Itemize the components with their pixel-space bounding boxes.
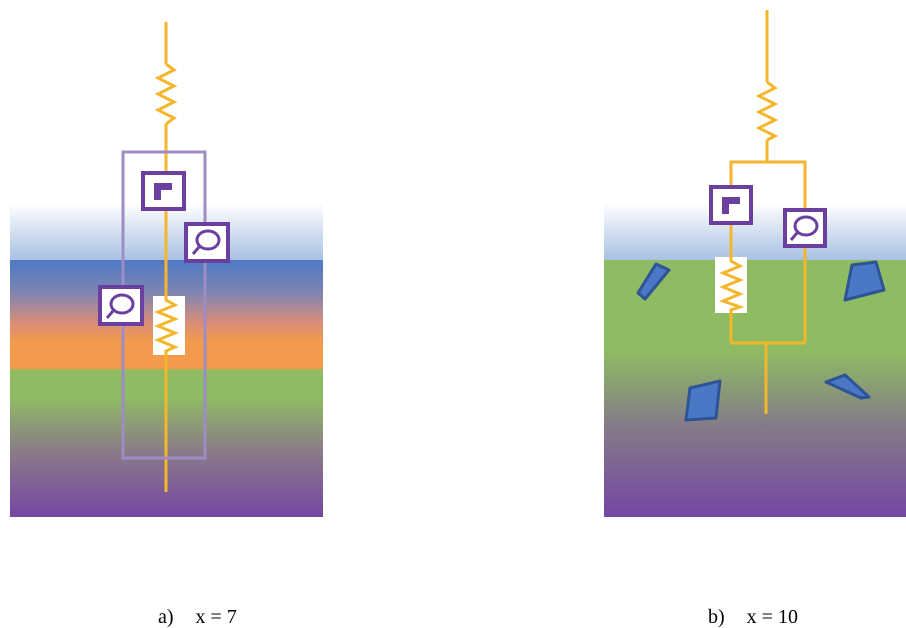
- panel-b-top-layer: [604, 203, 906, 260]
- panel-b-caption-label: b): [708, 606, 725, 628]
- panel-a-constant-phase-icon: [141, 171, 186, 211]
- panel-b-resistor-icon-top: [755, 80, 779, 142]
- panel-b-warburg-icon: [783, 208, 827, 248]
- panel-a: [10, 22, 323, 517]
- panel-b-resistor-icon-inner: [718, 257, 745, 313]
- panel-b-parallel-frame: [729, 160, 807, 212]
- panel-b-caption: b) x = 10: [698, 587, 798, 627]
- panel-b-particle-2: [843, 260, 886, 302]
- panel-a-warburg-icon-left: [98, 285, 144, 326]
- panel-a-warburg-icon-right: [184, 222, 230, 263]
- panel-a-resistor-icon-inner: [154, 296, 179, 355]
- panel-b-caption-equation: x = 10: [746, 606, 798, 628]
- panel-a-resistor-icon-top: [154, 62, 178, 126]
- panel-b-particle-4: [824, 373, 871, 400]
- panel-b-particle-1: [636, 262, 671, 301]
- panel-a-caption-equation: x = 7: [195, 606, 237, 628]
- panel-b-constant-phase-icon: [709, 185, 753, 225]
- panel-b-particle-3: [684, 379, 722, 422]
- panel-b: [604, 10, 906, 517]
- panel-a-caption-label: a): [158, 606, 174, 628]
- panel-a-caption: a) x = 7: [148, 587, 237, 627]
- equivalent-circuit-diagram: [10, 10, 906, 517]
